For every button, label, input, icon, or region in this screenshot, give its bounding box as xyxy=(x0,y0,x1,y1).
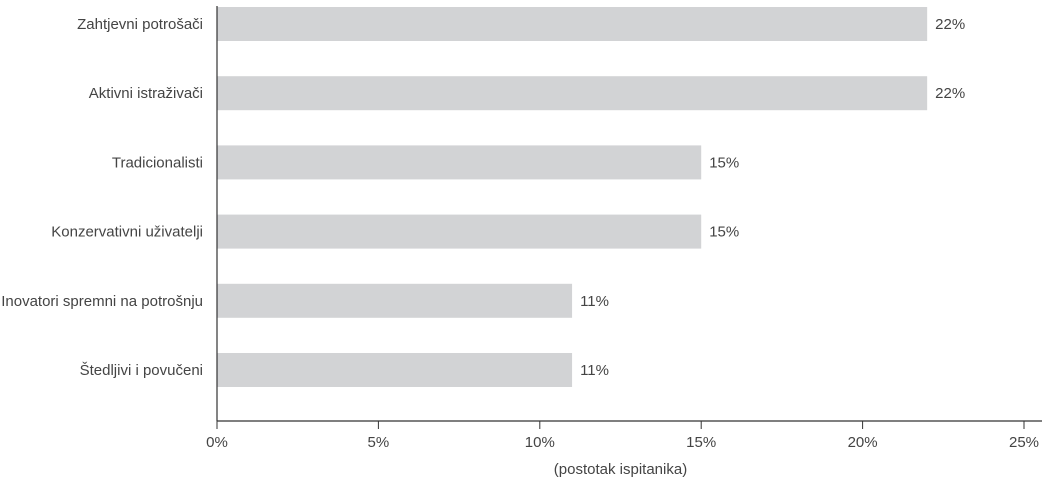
x-axis-ticks xyxy=(216,421,1025,429)
bars-group xyxy=(217,7,928,387)
x-tick-labels: 0% 5% 10% 15% 20% 25% xyxy=(206,434,1039,451)
bar xyxy=(217,76,928,111)
x-tick-label: 15% xyxy=(686,434,716,451)
x-tick-label: 25% xyxy=(1009,434,1039,451)
value-label: 11% xyxy=(580,293,609,310)
category-label: Konzervativni uživatelji xyxy=(51,224,203,241)
x-tick-label: 5% xyxy=(368,434,390,451)
value-labels: 22% 22% 15% 15% 11% 11% xyxy=(580,16,965,379)
value-label: 15% xyxy=(709,154,739,171)
bar xyxy=(217,353,573,387)
category-label: Zahtjevni potrošači xyxy=(77,16,203,33)
category-label: Tradicionalisti xyxy=(112,154,203,171)
category-labels: Zahtjevni potrošači Aktivni istraživači Tr… xyxy=(1,16,203,379)
x-tick-label: 20% xyxy=(848,434,878,451)
bar xyxy=(217,283,573,318)
bar xyxy=(217,7,928,41)
x-tick-label: 10% xyxy=(525,434,555,451)
bar xyxy=(217,145,702,180)
x-tick-label: 0% xyxy=(206,434,228,451)
value-label: 22% xyxy=(935,16,965,33)
category-label: Štedljivi i povučeni xyxy=(80,362,203,379)
category-label: Aktivni istraživači xyxy=(89,85,203,102)
bar xyxy=(217,214,702,249)
x-axis-title: (postotak ispitanika) xyxy=(554,461,687,478)
value-label: 22% xyxy=(935,85,965,102)
value-label: 11% xyxy=(580,362,609,379)
category-label: Inovatori spremni na potrošnju xyxy=(1,293,203,310)
value-label: 15% xyxy=(709,224,739,241)
